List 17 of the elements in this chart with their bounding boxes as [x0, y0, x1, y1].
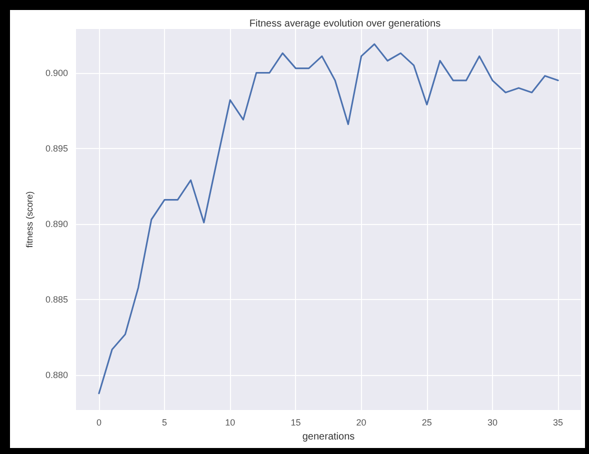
y-tick-label: 0.895	[45, 143, 68, 154]
y-tick-label: 0.900	[45, 68, 68, 78]
x-tick-label: 0	[96, 418, 102, 428]
chart-title: Fitness average evolution over generations	[249, 18, 441, 30]
x-tick-label: 15	[290, 418, 301, 428]
y-tick-label: 0.880	[45, 370, 68, 380]
x-tick-label: 20	[356, 418, 366, 428]
x-tick-label: 25	[422, 418, 432, 428]
y-axis-title: fitness (score)	[24, 191, 34, 248]
line-series	[98, 43, 559, 394]
y-tick-label: 0.885	[45, 294, 68, 305]
x-axis-title: generations	[302, 431, 355, 442]
x-tick-label: 10	[225, 418, 236, 428]
x-tick-label: 5	[162, 418, 168, 428]
x-tick-label: 30	[487, 418, 498, 428]
x-tick-label: 35	[553, 418, 564, 428]
y-tick-label: 0.890	[45, 219, 68, 230]
